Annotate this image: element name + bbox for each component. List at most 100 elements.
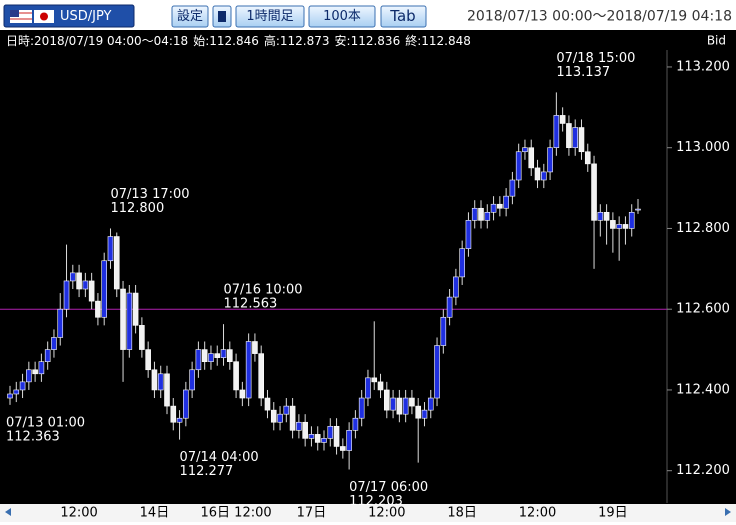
up-body bbox=[597, 212, 604, 221]
down-body bbox=[264, 397, 271, 411]
up-body bbox=[277, 413, 283, 423]
count-button[interactable]: 100本 bbox=[308, 5, 376, 28]
down-body bbox=[151, 369, 158, 391]
down-body bbox=[239, 389, 246, 399]
down-body bbox=[289, 405, 296, 431]
down-body bbox=[145, 349, 151, 371]
up-body bbox=[453, 276, 459, 298]
symbol-select[interactable]: USD/JPY bbox=[3, 4, 135, 28]
symbol: USD/JPY bbox=[60, 9, 112, 24]
tab-label: Tab bbox=[389, 7, 415, 25]
down-body bbox=[252, 341, 258, 354]
x-tick-label: 12:00 bbox=[519, 506, 556, 521]
up-body bbox=[490, 203, 497, 213]
up-body bbox=[57, 308, 64, 338]
up-body bbox=[26, 369, 32, 383]
x-tick-label: 18日 bbox=[447, 506, 477, 521]
y-tick-label: 112.200 bbox=[676, 463, 730, 478]
up-body bbox=[7, 393, 13, 399]
up-body bbox=[628, 212, 635, 229]
up-body bbox=[358, 397, 365, 419]
settings-button[interactable]: 設定 bbox=[171, 5, 209, 28]
down-body bbox=[371, 377, 378, 383]
range: 2018/07/13 00:00～2018/07/19 04:18 bbox=[467, 9, 732, 25]
up-body bbox=[471, 207, 478, 221]
up-body bbox=[126, 292, 133, 350]
up-body bbox=[635, 208, 641, 211]
scroll-right[interactable] bbox=[725, 508, 731, 516]
down-body bbox=[95, 300, 101, 318]
up-body bbox=[70, 272, 76, 282]
up-body bbox=[434, 345, 440, 399]
annotation-value: 112.277 bbox=[180, 464, 234, 479]
up-body bbox=[465, 220, 472, 249]
x-tick-label: 14日 bbox=[140, 506, 170, 521]
annotation-value: 112.800 bbox=[110, 201, 164, 216]
annotation-time: 07/13 17:00 bbox=[110, 187, 189, 202]
scroll-left[interactable] bbox=[5, 508, 11, 516]
tab-button[interactable]: Tab bbox=[380, 5, 427, 28]
down-body bbox=[32, 369, 38, 375]
up-body bbox=[296, 421, 302, 431]
up-body bbox=[440, 316, 447, 346]
down-body bbox=[497, 203, 503, 209]
down-body bbox=[270, 409, 277, 423]
up-body bbox=[321, 438, 327, 443]
annotation-time: 07/14 04:00 bbox=[180, 450, 259, 465]
up-body bbox=[82, 280, 89, 290]
up-body bbox=[19, 381, 26, 391]
annotation-value: 112.363 bbox=[6, 429, 60, 444]
up-body bbox=[13, 389, 20, 395]
down-body bbox=[120, 288, 126, 350]
info-line: 日時:2018/07/19 04:00～04:18 始:112.846 高:112.… bbox=[6, 33, 471, 48]
up-body bbox=[44, 349, 51, 362]
up-body bbox=[51, 337, 57, 350]
up-body bbox=[427, 397, 434, 411]
down-body bbox=[113, 236, 120, 290]
info-value: 112.848 bbox=[421, 34, 471, 48]
x-tick-label: 17日 bbox=[297, 506, 327, 521]
up-body bbox=[220, 349, 227, 358]
annotation-value: 112.203 bbox=[349, 494, 403, 509]
timeframe-button[interactable]: 1時間足 bbox=[235, 5, 305, 28]
down-body bbox=[396, 397, 403, 415]
down-body bbox=[233, 361, 239, 391]
down-body bbox=[528, 147, 535, 169]
settings-label: 設定 bbox=[177, 8, 203, 24]
down-body bbox=[566, 123, 572, 149]
chart-area bbox=[0, 30, 736, 504]
up-body bbox=[446, 296, 453, 318]
up-body bbox=[509, 179, 516, 197]
up-body bbox=[157, 373, 164, 391]
down-body bbox=[415, 405, 422, 419]
up-body bbox=[484, 212, 491, 221]
info-value: 112.873 bbox=[280, 34, 330, 48]
plot: 112.200 112.400 112.600 112.800 113.000 113.2… bbox=[0, 51, 730, 521]
up-body bbox=[101, 260, 107, 318]
y-tick-label: 112.600 bbox=[676, 302, 730, 317]
down-body bbox=[559, 115, 566, 124]
up-body bbox=[390, 397, 396, 411]
x-tick-label: 16日 12:00 bbox=[201, 506, 272, 521]
down-body bbox=[314, 434, 321, 443]
up-body bbox=[189, 369, 195, 391]
info-datetime: 日時:2018/07/19 04:00～04:18 bbox=[6, 34, 188, 48]
trash-button[interactable] bbox=[212, 5, 232, 28]
down-body bbox=[377, 381, 384, 391]
y-tick-label: 113.000 bbox=[676, 140, 730, 155]
y-tick-label: 112.400 bbox=[676, 382, 730, 397]
down-body bbox=[622, 224, 629, 229]
up-body bbox=[616, 224, 622, 229]
up-body bbox=[308, 434, 315, 439]
annotation-time: 07/17 06:00 bbox=[349, 480, 428, 495]
up-body bbox=[283, 405, 290, 415]
y-tick-label: 112.800 bbox=[676, 221, 730, 236]
x-tick-label: 12:00 bbox=[60, 506, 97, 521]
up-body bbox=[327, 425, 334, 439]
down-body bbox=[258, 353, 265, 399]
down-body bbox=[302, 421, 308, 439]
scrollbar[interactable] bbox=[0, 504, 736, 522]
down-body bbox=[201, 349, 208, 362]
